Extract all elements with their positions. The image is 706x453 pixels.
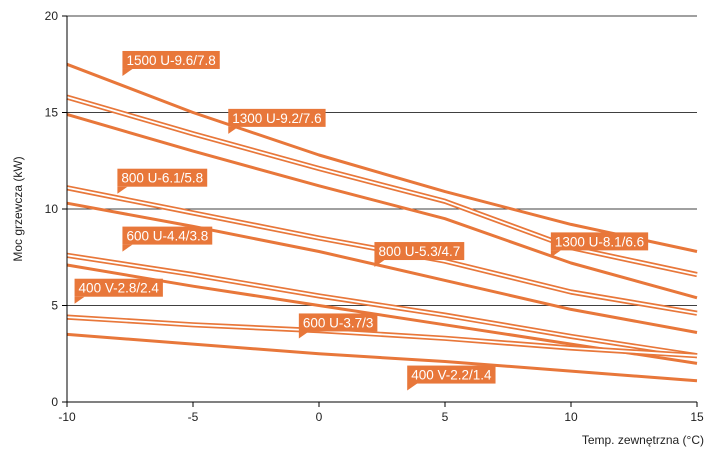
series-label-text: 800 U-6.1/5.8	[121, 171, 203, 186]
series-line-1300-u-9-2-7-6	[66, 94, 698, 278]
y-tick-label: 5	[51, 299, 58, 313]
x-tick-label: -5	[188, 410, 199, 424]
series-line-400-v-2-2-1-4	[66, 332, 698, 383]
series-label-400-v-2-8-2-4: 400 V-2.8/2.4	[74, 278, 163, 304]
series-line-1500-u-9-6-7-8	[66, 62, 698, 253]
x-tick-label: 15	[690, 410, 704, 424]
series-label-text: 1300 U-8.1/6.6	[555, 234, 644, 249]
series-label-text: 400 V-2.2/1.4	[411, 368, 492, 383]
x-tick-label: 0	[316, 410, 323, 424]
series-label-text: 600 U-4.4/3.8	[126, 229, 208, 244]
series-label-1500-u-9-6-7-8: 1500 U-9.6/7.8	[122, 50, 220, 76]
series-label-1300-u-9-2-7-6: 1300 U-9.2/7.6	[228, 108, 326, 134]
series-line-1300-u-8-1-6-6	[66, 112, 698, 300]
series-label-400-v-2-2-1-4: 400 V-2.2/1.4	[407, 365, 496, 391]
series-label-800-u-6-1-5-8: 800 U-6.1/5.8	[117, 168, 208, 194]
series-label-600-u-3-7-3: 600 U-3.7/3	[298, 313, 378, 339]
y-tick-label: 20	[45, 9, 59, 23]
series-label-text: 1300 U-9.2/7.6	[232, 111, 321, 126]
series-label-text: 600 U-3.7/3	[303, 315, 374, 330]
series-line-400-v-2-8-2-4	[66, 314, 698, 359]
x-tick-label: 10	[564, 410, 578, 424]
x-tick-label: -10	[58, 410, 76, 424]
series-label-text: 1500 U-9.6/7.8	[126, 53, 215, 68]
y-tick-label: 10	[45, 202, 59, 216]
y-tick-label: 15	[45, 106, 59, 120]
series-line-800-u-5-3-4-7	[66, 201, 698, 334]
y-axis-title: Moc grzewcza (kW)	[11, 156, 25, 261]
series-lines	[66, 62, 698, 383]
series-label-text: 800 U-5.3/4.7	[378, 244, 460, 259]
axes: 0 5 10 15 20 -10 -5 0 5 10 15	[45, 9, 704, 424]
series-label-1300-u-8-1-6-6: 1300 U-8.1/6.6	[550, 232, 649, 258]
series-labels: 1500 U-9.6/7.8 1300 U-9.2/7.6 1300 U-8.1/6…	[74, 50, 649, 391]
series-line-600-u-4-4-3-8	[66, 252, 698, 359]
series-label-800-u-5-3-4-7: 800 U-5.3/4.7	[374, 242, 465, 268]
x-tick-label: 5	[442, 410, 449, 424]
y-tick-label: 0	[51, 395, 58, 409]
series-label-600-u-4-4-3-8: 600 U-4.4/3.8	[122, 226, 213, 252]
x-axis-title: Temp. zewnętrzna (°C)	[582, 433, 704, 447]
series-label-text: 400 V-2.8/2.4	[79, 281, 160, 296]
